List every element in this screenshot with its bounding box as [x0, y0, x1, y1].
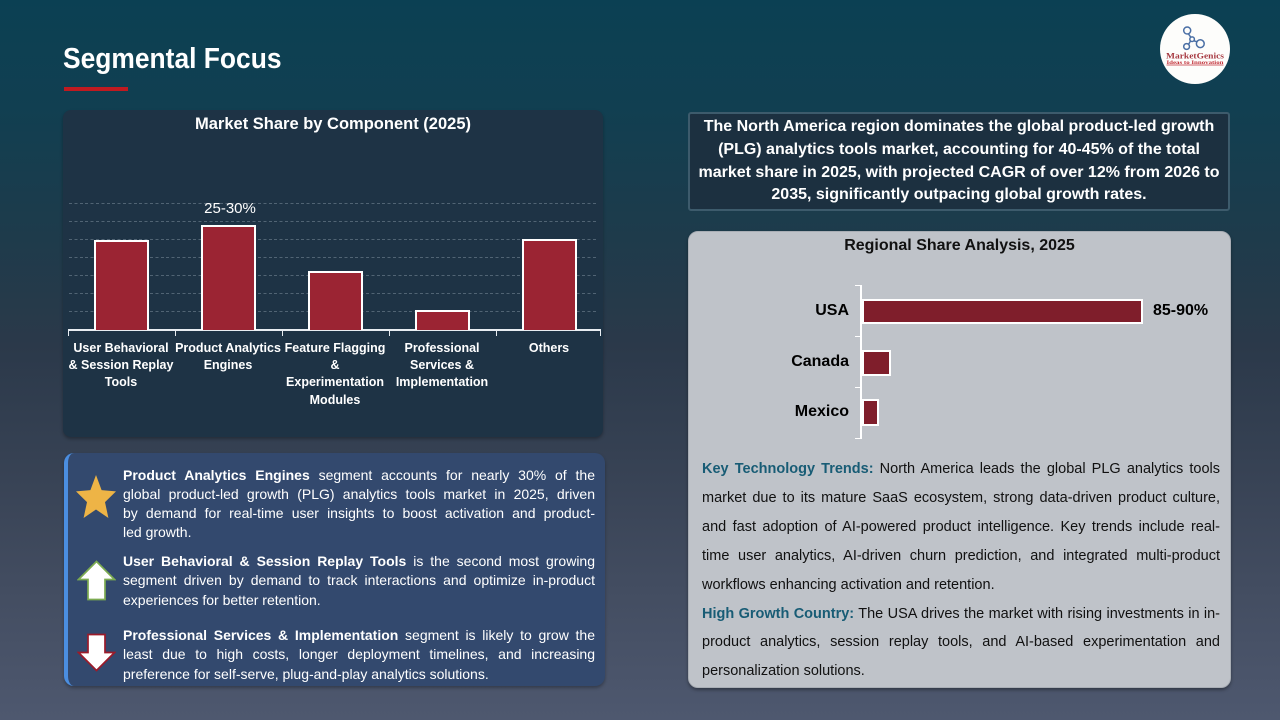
svg-text:MarketGenics: MarketGenics	[1166, 51, 1224, 60]
svg-text:Ideas to Innovation: Ideas to Innovation	[1167, 60, 1224, 66]
